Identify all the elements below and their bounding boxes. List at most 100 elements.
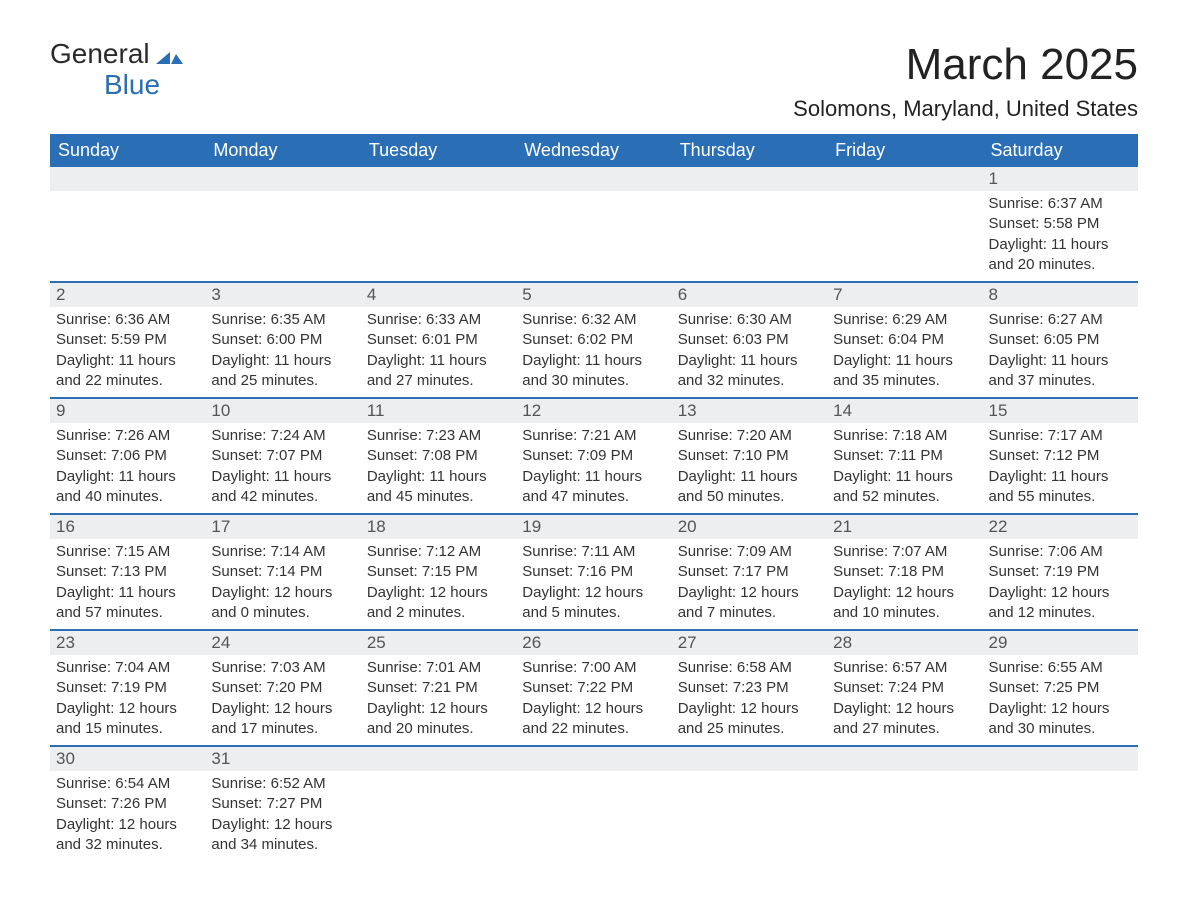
sunrise-line: Sunrise: 7:00 AM <box>522 658 665 678</box>
sunrise-line: Sunrise: 6:37 AM <box>989 194 1132 214</box>
sunrise-line: Sunrise: 7:17 AM <box>989 426 1132 446</box>
day-cell: Sunrise: 6:30 AMSunset: 6:03 PMDaylight:… <box>672 307 827 398</box>
sunrise-line: Sunrise: 7:21 AM <box>522 426 665 446</box>
weekday-header-row: Sunday Monday Tuesday Wednesday Thursday… <box>50 134 1138 167</box>
logo: General Blue <box>50 40 184 99</box>
day-cell <box>827 167 982 191</box>
day-number: 27 <box>672 631 827 655</box>
sunrise-line: Sunrise: 7:15 AM <box>56 542 199 562</box>
day-cell: Sunrise: 7:03 AMSunset: 7:20 PMDaylight:… <box>205 655 360 746</box>
day-body: Sunrise: 7:12 AMSunset: 7:15 PMDaylight:… <box>361 539 516 629</box>
day-cell: Sunrise: 7:11 AMSunset: 7:16 PMDaylight:… <box>516 539 671 630</box>
day-number: 1 <box>983 167 1138 191</box>
calendar-table: Sunday Monday Tuesday Wednesday Thursday… <box>50 134 1138 861</box>
empty-day-strip <box>205 167 360 191</box>
empty-day-body <box>516 191 671 281</box>
day-number: 31 <box>205 747 360 771</box>
day-body: Sunrise: 7:24 AMSunset: 7:07 PMDaylight:… <box>205 423 360 513</box>
daylight-line: Daylight: 11 hours and 52 minutes. <box>833 467 976 508</box>
sunset-line: Sunset: 6:05 PM <box>989 330 1132 350</box>
daylight-line: Daylight: 12 hours and 7 minutes. <box>678 583 821 624</box>
sunset-line: Sunset: 7:20 PM <box>211 678 354 698</box>
day-body: Sunrise: 7:23 AMSunset: 7:08 PMDaylight:… <box>361 423 516 513</box>
day-body: Sunrise: 7:18 AMSunset: 7:11 PMDaylight:… <box>827 423 982 513</box>
day-body: Sunrise: 6:54 AMSunset: 7:26 PMDaylight:… <box>50 771 205 861</box>
day-number: 26 <box>516 631 671 655</box>
daylight-line: Daylight: 11 hours and 47 minutes. <box>522 467 665 508</box>
empty-day-strip <box>672 747 827 771</box>
sunrise-line: Sunrise: 6:55 AM <box>989 658 1132 678</box>
day-cell: Sunrise: 6:36 AMSunset: 5:59 PMDaylight:… <box>50 307 205 398</box>
daylight-line: Daylight: 12 hours and 2 minutes. <box>367 583 510 624</box>
day-body: Sunrise: 7:26 AMSunset: 7:06 PMDaylight:… <box>50 423 205 513</box>
day-cell <box>516 771 671 861</box>
empty-day-body <box>827 771 982 861</box>
day-number-row: 2345678 <box>50 282 1138 307</box>
day-number: 24 <box>205 631 360 655</box>
day-body: Sunrise: 6:32 AMSunset: 6:02 PMDaylight:… <box>516 307 671 397</box>
day-cell: Sunrise: 7:15 AMSunset: 7:13 PMDaylight:… <box>50 539 205 630</box>
location: Solomons, Maryland, United States <box>793 96 1138 122</box>
sunrise-line: Sunrise: 7:18 AM <box>833 426 976 446</box>
day-number: 25 <box>361 631 516 655</box>
sunset-line: Sunset: 7:14 PM <box>211 562 354 582</box>
day-cell <box>827 191 982 282</box>
day-number: 23 <box>50 631 205 655</box>
sunrise-line: Sunrise: 6:52 AM <box>211 774 354 794</box>
day-body: Sunrise: 7:01 AMSunset: 7:21 PMDaylight:… <box>361 655 516 745</box>
day-cell: 5 <box>516 282 671 307</box>
day-cell: 21 <box>827 514 982 539</box>
empty-day-body <box>50 191 205 281</box>
day-cell <box>361 746 516 771</box>
daylight-line: Daylight: 11 hours and 25 minutes. <box>211 351 354 392</box>
day-body: Sunrise: 7:21 AMSunset: 7:09 PMDaylight:… <box>516 423 671 513</box>
day-number: 13 <box>672 399 827 423</box>
daylight-line: Daylight: 11 hours and 50 minutes. <box>678 467 821 508</box>
sunset-line: Sunset: 7:09 PM <box>522 446 665 466</box>
day-cell: Sunrise: 6:58 AMSunset: 7:23 PMDaylight:… <box>672 655 827 746</box>
empty-day-body <box>361 191 516 281</box>
daylight-line: Daylight: 11 hours and 22 minutes. <box>56 351 199 392</box>
day-cell: 18 <box>361 514 516 539</box>
day-number: 30 <box>50 747 205 771</box>
sunrise-line: Sunrise: 6:57 AM <box>833 658 976 678</box>
sunset-line: Sunset: 7:16 PM <box>522 562 665 582</box>
day-cell: Sunrise: 7:07 AMSunset: 7:18 PMDaylight:… <box>827 539 982 630</box>
empty-day-body <box>672 191 827 281</box>
day-cell: 26 <box>516 630 671 655</box>
day-body-row: Sunrise: 7:04 AMSunset: 7:19 PMDaylight:… <box>50 655 1138 746</box>
weekday-wednesday: Wednesday <box>516 134 671 167</box>
day-body: Sunrise: 6:55 AMSunset: 7:25 PMDaylight:… <box>983 655 1138 745</box>
month-title: March 2025 <box>793 40 1138 90</box>
day-number: 2 <box>50 283 205 307</box>
day-cell: Sunrise: 7:00 AMSunset: 7:22 PMDaylight:… <box>516 655 671 746</box>
empty-day-body <box>516 771 671 861</box>
day-cell <box>361 167 516 191</box>
day-number: 10 <box>205 399 360 423</box>
day-cell: 16 <box>50 514 205 539</box>
daylight-line: Daylight: 11 hours and 35 minutes. <box>833 351 976 392</box>
day-cell: Sunrise: 7:17 AMSunset: 7:12 PMDaylight:… <box>983 423 1138 514</box>
day-number: 18 <box>361 515 516 539</box>
sunset-line: Sunset: 7:23 PM <box>678 678 821 698</box>
day-cell <box>50 191 205 282</box>
sunset-line: Sunset: 7:18 PM <box>833 562 976 582</box>
day-number: 12 <box>516 399 671 423</box>
weekday-sunday: Sunday <box>50 134 205 167</box>
day-number-row: 16171819202122 <box>50 514 1138 539</box>
day-cell: Sunrise: 6:54 AMSunset: 7:26 PMDaylight:… <box>50 771 205 861</box>
sunset-line: Sunset: 7:06 PM <box>56 446 199 466</box>
day-cell: Sunrise: 7:12 AMSunset: 7:15 PMDaylight:… <box>361 539 516 630</box>
header: General Blue March 2025 Solomons, Maryla… <box>50 40 1138 122</box>
day-cell: Sunrise: 6:32 AMSunset: 6:02 PMDaylight:… <box>516 307 671 398</box>
empty-day-strip <box>827 167 982 191</box>
day-number: 19 <box>516 515 671 539</box>
daylight-line: Daylight: 12 hours and 0 minutes. <box>211 583 354 624</box>
sunset-line: Sunset: 6:03 PM <box>678 330 821 350</box>
sunset-line: Sunset: 7:24 PM <box>833 678 976 698</box>
sunset-line: Sunset: 6:00 PM <box>211 330 354 350</box>
day-body: Sunrise: 7:14 AMSunset: 7:14 PMDaylight:… <box>205 539 360 629</box>
sunset-line: Sunset: 6:02 PM <box>522 330 665 350</box>
sunrise-line: Sunrise: 6:30 AM <box>678 310 821 330</box>
day-cell <box>50 167 205 191</box>
